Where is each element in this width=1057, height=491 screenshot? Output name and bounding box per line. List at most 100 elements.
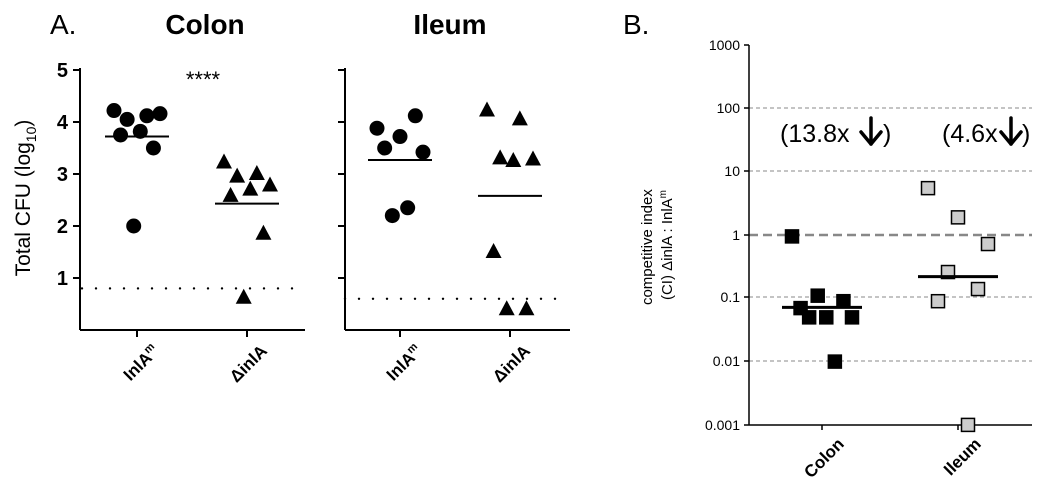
ci-point-colon [844,310,860,325]
ileum-detection-dot [371,297,375,300]
ileum-point-triangle [511,110,528,126]
ileum-point-triangle [479,101,495,117]
ileum-detection-dot [385,297,389,300]
ytick-label: 100 [717,100,741,116]
colon-point-circle [132,123,148,139]
panel-a-ylabel: Total CFU (log10) [12,120,39,277]
colon-detection-dot [234,287,238,290]
colon-detection-dot [164,287,168,290]
ileum-detection-dot [497,297,501,300]
ylabel-line1: competitive index [639,189,656,305]
ci-point-ileum [930,293,946,309]
colon-detection-dot [248,287,252,290]
panel-b-xlabel-ileum: Ileum [940,434,985,479]
ileum-detection-dot [357,297,361,300]
ci-point-ileum [960,417,976,433]
ileum-point-triangle [498,300,515,316]
colon-point-circle [119,111,135,127]
ytick-label: 4 [57,112,69,134]
colon-detection-dot [94,287,98,290]
chart-marks [80,101,998,433]
panel-b-yticks: 1000 100 10 1 0.1 0.01 0.001 [705,37,740,433]
colon-xlabel-inla: InlAm [119,341,163,385]
colon-detection-dot [192,287,196,290]
colon-point-triangle [255,224,272,240]
colon-detection-dot [122,287,126,290]
ylabel-main: Total CFU (log [12,142,35,276]
colon-detection-dot [80,287,84,290]
colon-point-triangle [229,167,246,183]
annotation-ileum-fold: (4.6x [942,120,998,148]
ileum-point-circle [415,144,431,160]
ci-point-ileum [970,281,986,297]
ileum-point-triangle [525,150,541,166]
ileum-detection-dot [553,297,557,300]
down-arrow-icon [859,116,883,146]
ytick-label: 10 [724,163,740,179]
colon-point-circle [106,103,122,119]
ileum-axes [338,68,570,337]
ci-point-colon [801,310,817,325]
ileum-point-triangle [492,149,509,165]
ileum-title: Ileum [413,9,486,40]
ytick-label: 0.1 [721,289,741,305]
panel-b-grid [749,107,1032,362]
ci-point-ileum [980,236,996,252]
colon-detection-dot [220,287,224,290]
colon-point-triangle [216,153,232,169]
colon-point-circle [152,106,168,122]
colon-detection-dot [136,287,140,290]
colon-detection-dot [178,287,182,290]
ileum-detection-dot [483,297,487,300]
ylabel-subscript: 10 [23,126,39,142]
ileum-point-triangle [485,243,502,258]
down-arrow-icon [999,116,1023,146]
colon-axes [73,68,305,337]
colon-point-circle [113,127,129,143]
colon-point-triangle [248,165,265,180]
colon-point-triangle [222,186,239,202]
ytick-label: 3 [57,164,68,186]
colon-detection-dot [290,287,294,290]
ileum-point-triangle [505,152,522,167]
ileum-point-circle [400,200,416,216]
ileum-point-circle [384,208,400,224]
ileum-detection-dot [427,297,431,300]
colon-detection-dot [108,287,112,290]
ci-point-colon [819,310,834,325]
colon-detection-dot [206,287,210,290]
ylabel-line2: (CI) ΔinlA : InlAm [658,190,676,300]
panel-b-axes [744,44,1032,430]
ci-point-colon [836,293,851,309]
ileum-point-circle [392,129,408,145]
panel-a-label: A. [50,9,76,40]
colon-title: Colon [165,9,244,40]
colon-detection-dot [150,287,154,290]
colon-point-triangle [262,176,278,192]
annotation-ileum-close: ) [1022,120,1030,148]
ileum-point-circle [407,108,423,124]
colon-point-circle [126,218,142,234]
colon-point-circle [139,108,155,124]
ytick-label: 0.01 [713,353,740,369]
colon-point-triangle [242,180,259,196]
ci-point-colon [827,354,843,369]
ileum-detection-dot [469,297,473,300]
ci-point-ileum [950,210,966,225]
colon-detection-dot [276,287,280,290]
ytick-label: 0.001 [705,417,740,433]
colon-yticks: 1 2 3 4 5 [57,60,69,290]
ileum-detection-dot [455,297,459,300]
ytick-label: 1000 [709,37,740,53]
colon-point-triangle [235,288,252,304]
ci-point-colon [810,288,825,303]
panel-b-ylabel: competitive index (CI) ΔinlA : InlAm [639,185,676,305]
annotation-colon-fold: (13.8x [780,120,850,148]
ylabel-close: ) [12,120,35,127]
ylabel-line2-sup: m [658,190,669,198]
ileum-detection-dot [413,297,417,300]
ileum-detection-dot [511,297,515,300]
ytick-label: 1 [732,227,740,243]
ytick-label: 2 [57,216,68,238]
ileum-point-triangle [518,300,535,316]
